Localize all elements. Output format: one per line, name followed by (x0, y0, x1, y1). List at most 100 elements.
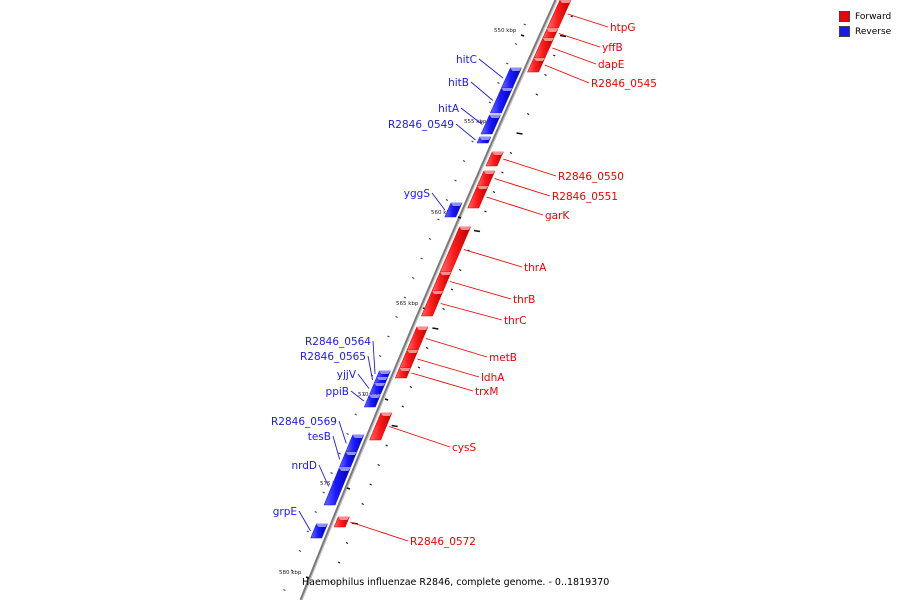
scale-tick (346, 433, 349, 435)
scale-tick (403, 296, 407, 299)
scale-tick (492, 191, 496, 193)
gene-bevel (477, 186, 489, 189)
gene-bevel (479, 137, 491, 140)
scale-tick (354, 413, 357, 416)
gene-label[interactable]: yffB (602, 42, 623, 54)
gene-bevel (380, 413, 392, 416)
kbp-label: 560 kbp (431, 210, 454, 216)
gene-label[interactable]: hitA (438, 103, 460, 115)
gene-bevel (316, 524, 328, 527)
scale-tick (488, 101, 492, 104)
scale-tick (473, 229, 481, 233)
gene-feature[interactable] (489, 87, 513, 114)
reverse-swatch (839, 26, 850, 37)
gene-leader-line (567, 13, 609, 28)
gene-leader-line (338, 420, 347, 444)
scale-tick (570, 15, 573, 18)
gene-leader-line (544, 64, 590, 84)
scale-tick (345, 542, 349, 544)
gene-feature[interactable] (421, 290, 444, 317)
scale-tick (387, 335, 390, 338)
gene-leader-line (455, 123, 476, 141)
gene-leader-line (411, 372, 474, 392)
gene-bevel (376, 377, 388, 380)
legend-label: Forward (855, 11, 892, 22)
gene-bevel (560, 0, 571, 3)
gene-label[interactable]: garK (545, 210, 570, 222)
gene-label[interactable]: R2846_0569 (271, 416, 337, 428)
gene-label[interactable]: grpE (273, 506, 297, 518)
gene-bevel (489, 115, 501, 118)
gene-bevel (483, 171, 495, 174)
scale-tick (442, 308, 445, 310)
gene-bevel (407, 350, 419, 353)
gene-bevel (459, 227, 471, 230)
gene-bevel (450, 203, 462, 206)
gene-label[interactable]: yggS (404, 188, 431, 200)
gene-leader-line (425, 338, 488, 358)
scale-tick (417, 366, 421, 369)
scale-tick (501, 171, 504, 174)
scale-tick (290, 569, 294, 572)
gene-label[interactable]: hitC (456, 54, 477, 66)
scale-tick (509, 152, 513, 154)
legend-item-forward: Forward (839, 9, 891, 24)
gene-label[interactable]: hitB (448, 77, 469, 89)
kbp-tick (520, 34, 525, 37)
gene-leader-line (372, 340, 376, 375)
gene-leader-line (389, 426, 451, 448)
gene-bevel (339, 468, 351, 471)
scale-tick (437, 218, 440, 221)
gene-leader-line (417, 358, 480, 378)
gene-label[interactable]: metB (489, 352, 517, 364)
gene-label[interactable]: R2846_0545 (591, 78, 657, 90)
gene-label[interactable]: cysS (452, 442, 476, 454)
gene-leader-line (357, 373, 370, 389)
gene-label[interactable]: ldhA (481, 372, 505, 384)
gene-label[interactable]: dapE (598, 59, 624, 71)
gene-bevel (379, 371, 391, 374)
gene-label[interactable]: yjjV (337, 369, 357, 381)
gene-label[interactable]: R2846_0549 (388, 119, 454, 131)
scale-tick (322, 491, 325, 494)
kbp-tick (305, 576, 310, 579)
gene-label[interactable]: R2846_0564 (305, 336, 371, 348)
gene-leader-line (367, 355, 373, 381)
gene-leader-line (332, 435, 341, 460)
scale-tick (298, 550, 302, 552)
gene-feature[interactable] (546, 0, 572, 29)
gene-bevel (432, 291, 444, 294)
scale-tick (338, 452, 341, 455)
scale-tick (454, 179, 457, 182)
gene-label[interactable]: trxM (475, 386, 498, 398)
scale-tick (395, 316, 398, 318)
kbp-tick (384, 398, 389, 401)
scale-tick (432, 327, 439, 330)
gene-label[interactable]: R2846_0565 (300, 351, 366, 363)
gene-label[interactable]: R2846_0572 (410, 536, 476, 548)
gene-leader-line (558, 33, 601, 48)
scale-tick (314, 511, 317, 513)
gene-feature[interactable] (369, 412, 393, 441)
gene-label[interactable]: ppiB (326, 386, 349, 398)
scale-tick (450, 288, 454, 291)
gene-label[interactable]: R2846_0551 (552, 191, 618, 203)
scale-tick (544, 74, 547, 76)
gene-label[interactable]: thrB (513, 294, 535, 306)
gene-bevel (338, 517, 350, 520)
genome-caption: Haemophilus influenzae R2846, complete g… (302, 577, 610, 588)
gene-label[interactable]: nrdD (291, 460, 317, 472)
scale-tick (361, 503, 364, 505)
gene-bevel (374, 383, 386, 386)
forward-swatch (839, 11, 850, 22)
scale-tick (330, 472, 333, 474)
legend: Forward Reverse (839, 9, 891, 39)
scale-tick (306, 530, 310, 533)
gene-label[interactable]: thrC (504, 315, 526, 327)
gene-label[interactable]: thrA (524, 262, 547, 274)
gene-label[interactable]: R2846_0550 (558, 171, 624, 183)
gene-label[interactable]: tesB (308, 431, 331, 443)
gene-label[interactable]: htpG (610, 22, 636, 34)
scale-tick (362, 394, 366, 396)
scale-tick (514, 43, 518, 45)
